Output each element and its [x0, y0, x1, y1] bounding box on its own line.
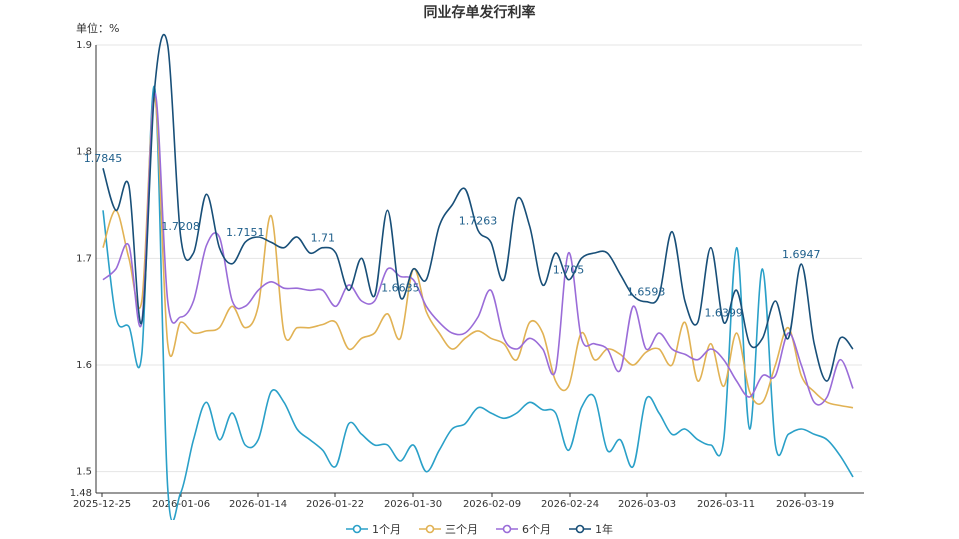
- y-tick-label: 1.6: [76, 360, 92, 371]
- legend-label: 三个月: [445, 523, 478, 536]
- line-chart: 1.48 1.5 1.6 1.7 1.8 1.9 2025-12-25 2026-01-06 2…: [70, 33, 864, 520]
- legend-label: 6个月: [522, 523, 551, 536]
- data-label: 1.7845: [84, 152, 123, 165]
- series-line-2: [102, 97, 854, 409]
- legend-marker: [352, 524, 362, 534]
- y-tick-label: 1.8: [76, 147, 92, 158]
- legend-item-2[interactable]: 三个月: [419, 521, 478, 537]
- legend-item-1[interactable]: 1个月: [346, 521, 401, 537]
- x-tick-label: 2025-12-25: [73, 499, 131, 510]
- x-tick-label: 2026-03-19: [776, 499, 834, 510]
- y-tick-label: 1.48: [70, 488, 92, 499]
- y-unit-label: 单位：%: [76, 22, 120, 35]
- y-tick-label: 1.5: [76, 467, 92, 478]
- x-tick-label: 2026-03-03: [618, 499, 676, 510]
- x-tick-label: 2026-02-09: [463, 499, 521, 510]
- label-layer: 1.7845 1.7208 1.7151 1.71 1.6635 1.7263 1.705 1…: [84, 152, 821, 319]
- legend-marker: [502, 524, 512, 534]
- data-label: 1.7208: [161, 220, 200, 233]
- data-label: 1.71: [311, 232, 336, 245]
- legend-line-icon: [496, 524, 518, 534]
- y-tick-label: 1.9: [76, 40, 92, 51]
- data-label: 1.6593: [627, 286, 666, 299]
- legend-label: 1个月: [372, 523, 401, 536]
- data-label: 1.6947: [782, 248, 821, 261]
- chart-legend: 1个月 三个月 6个月 1年: [0, 521, 959, 537]
- axis-layer: 1.48 1.5 1.6 1.7 1.8 1.9 2025-12-25 2026-01-06 2…: [70, 40, 864, 510]
- legend-line-icon: [346, 524, 368, 534]
- series-line-3: [102, 92, 854, 406]
- chart-title: 同业存单发行利率: [423, 5, 536, 21]
- x-tick-label: 2026-03-11: [697, 499, 755, 510]
- y-tick-label: 1.7: [76, 253, 92, 264]
- data-label: 1.6399: [704, 306, 743, 319]
- x-tick-label: 2026-01-30: [384, 499, 442, 510]
- legend-marker: [425, 524, 435, 534]
- series-layer: [102, 33, 854, 520]
- x-tick-label: 2026-02-24: [541, 499, 599, 510]
- x-tick-label: 2026-01-06: [152, 499, 210, 510]
- series-line-4: [102, 33, 854, 382]
- legend-item-3[interactable]: 6个月: [496, 521, 551, 537]
- data-label: 1.705: [553, 264, 585, 277]
- legend-marker: [575, 524, 585, 534]
- legend-line-icon: [569, 524, 591, 534]
- x-tick-label: 2026-01-22: [306, 499, 364, 510]
- legend-line-icon: [419, 524, 441, 534]
- legend-label: 1年: [595, 523, 613, 536]
- data-label: 1.7151: [226, 226, 265, 239]
- data-label: 1.7263: [459, 214, 498, 227]
- legend-item-4[interactable]: 1年: [569, 521, 613, 537]
- series-line-1: [102, 85, 854, 520]
- x-tick-label: 2026-01-14: [229, 499, 287, 510]
- data-label: 1.6635: [381, 281, 420, 294]
